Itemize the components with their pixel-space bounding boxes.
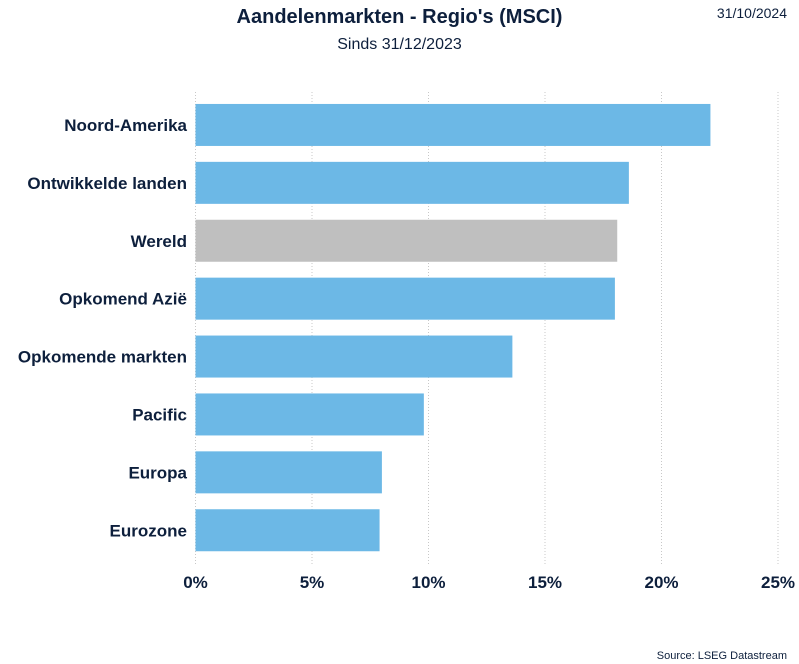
category-label: Eurozone [110, 521, 187, 540]
source-label: Source: LSEG Datastream [656, 650, 787, 662]
bar-europa [195, 451, 382, 494]
x-tick-label: 15% [528, 573, 562, 592]
x-tick-label: 25% [761, 573, 795, 592]
category-label: Europa [128, 463, 187, 482]
bar-opkomende-markten [195, 335, 513, 378]
bar-eurozone [195, 509, 380, 552]
chart-title: Aandelenmarkten - Regio's (MSCI) [236, 6, 563, 28]
bar-pacific [195, 393, 424, 436]
bar-noord-amerika [195, 103, 711, 146]
category-label: Wereld [131, 232, 187, 251]
category-label: Opkomend Azië [59, 290, 187, 309]
chart-subtitle: Sinds 31/12/2023 [337, 36, 462, 53]
category-label: Pacific [132, 405, 187, 424]
bar-wereld [195, 219, 618, 262]
date-label: 31/10/2024 [716, 5, 787, 21]
x-tick-label: 20% [644, 573, 678, 592]
category-label: Opkomende markten [18, 348, 187, 367]
bar-opkomend-azi- [195, 277, 615, 320]
x-tick-label: 5% [300, 573, 325, 592]
x-tick-label: 10% [411, 573, 445, 592]
category-label: Ontwikkelde landen [27, 174, 187, 193]
bar-ontwikkelde-landen [195, 161, 629, 204]
x-tick-label: 0% [183, 573, 208, 592]
category-label: Noord-Amerika [64, 116, 187, 135]
